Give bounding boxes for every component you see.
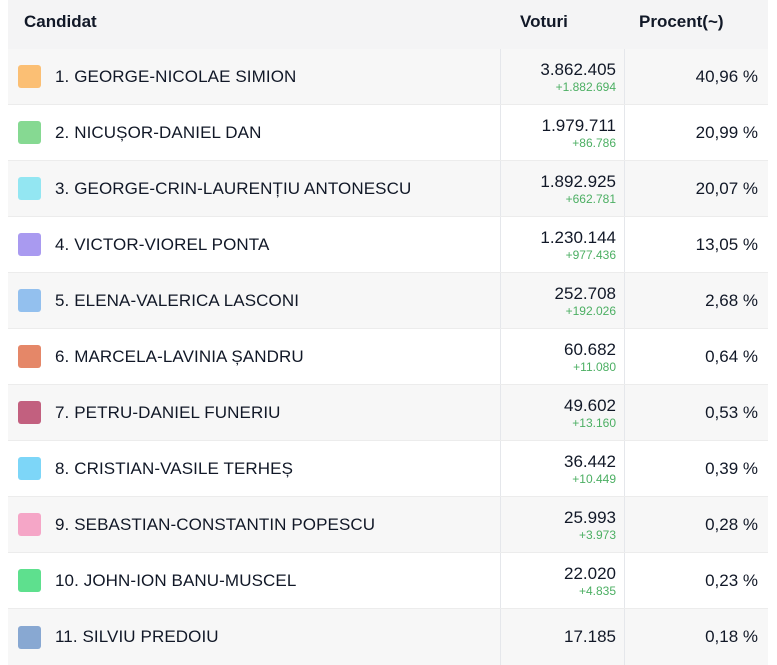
candidate-color-swatch: [18, 513, 41, 536]
votes-delta: +13.160: [572, 415, 616, 430]
candidate-color-swatch: [18, 65, 41, 88]
votes-count: 1.230.144: [540, 227, 616, 247]
votes-count: 36.442: [564, 451, 616, 471]
votes-count: 1.892.925: [540, 171, 616, 191]
votes-count: 60.682: [564, 339, 616, 359]
candidate-cell: 8. CRISTIAN-VASILE TERHEȘ: [8, 441, 501, 496]
votes-cell: 1.230.144 +977.436: [501, 217, 625, 272]
candidate-cell: 3. GEORGE-CRIN-LAURENȚIU ANTONESCU: [8, 161, 501, 216]
votes-delta: +11.080: [573, 359, 616, 374]
votes-count: 17.185: [564, 627, 616, 646]
table-row[interactable]: 3. GEORGE-CRIN-LAURENȚIU ANTONESCU 1.892…: [8, 161, 768, 217]
candidate-color-swatch: [18, 569, 41, 592]
candidate-name: 10. JOHN-ION BANU-MUSCEL: [55, 570, 297, 590]
votes-count: 49.602: [564, 395, 616, 415]
candidate-name: 3. GEORGE-CRIN-LAURENȚIU ANTONESCU: [55, 178, 412, 198]
votes-cell: 22.020 +4.835: [501, 553, 625, 608]
table-row[interactable]: 11. SILVIU PREDOIU 17.185 0,18 %: [8, 609, 768, 665]
votes-cell: 25.993 +3.973: [501, 497, 625, 552]
percent-cell: 20,99 %: [695, 122, 758, 142]
percent-cell: 40,96 %: [695, 66, 758, 86]
votes-delta: +192.026: [565, 303, 616, 318]
candidate-cell: 5. ELENA-VALERICA LASCONI: [8, 273, 501, 328]
votes-delta: +4.835: [578, 583, 616, 598]
percent-cell: 13,05 %: [695, 234, 758, 254]
percent-cell: 0,18 %: [705, 627, 758, 646]
table-row[interactable]: 2. NICUȘOR-DANIEL DAN 1.979.711 +86.786 …: [8, 105, 768, 161]
candidate-name: 4. VICTOR-VIOREL PONTA: [55, 234, 270, 254]
table-row[interactable]: 4. VICTOR-VIOREL PONTA 1.230.144 +977.43…: [8, 217, 768, 273]
table-body: 1. GEORGE-NICOLAE SIMION 3.862.405 +1.88…: [8, 49, 768, 665]
candidate-name: 8. CRISTIAN-VASILE TERHEȘ: [55, 458, 294, 478]
candidate-cell: 4. VICTOR-VIOREL PONTA: [8, 217, 501, 272]
candidate-cell: 11. SILVIU PREDOIU: [8, 609, 501, 665]
votes-cell: 1.979.711 +86.786: [501, 105, 625, 160]
candidate-color-swatch: [18, 457, 41, 480]
candidate-cell: 9. SEBASTIAN-CONSTANTIN POPESCU: [8, 497, 501, 552]
votes-count: 252.708: [554, 283, 616, 303]
votes-delta: +3.973: [578, 527, 616, 542]
candidate-color-swatch: [18, 177, 41, 200]
table-header: Candidat Voturi Procent(~): [8, 0, 768, 49]
table-row[interactable]: 8. CRISTIAN-VASILE TERHEȘ 36.442 +10.449…: [8, 441, 768, 497]
candidate-cell: 1. GEORGE-NICOLAE SIMION: [8, 49, 501, 104]
votes-cell: 60.682 +11.080: [501, 329, 625, 384]
votes-count: 22.020: [564, 563, 616, 583]
votes-cell: 36.442 +10.449: [501, 441, 625, 496]
votes-delta: +977.436: [565, 247, 616, 262]
votes-count: 3.862.405: [540, 59, 616, 79]
table-row[interactable]: 10. JOHN-ION BANU-MUSCEL 22.020 +4.835 0…: [8, 553, 768, 609]
candidate-cell: 10. JOHN-ION BANU-MUSCEL: [8, 553, 501, 608]
percent-cell: 0,64 %: [705, 346, 758, 366]
candidate-name: 11. SILVIU PREDOIU: [55, 627, 219, 646]
candidate-color-swatch: [18, 121, 41, 144]
percent-cell: 0,28 %: [705, 514, 758, 534]
table-row[interactable]: 6. MARCELA-LAVINIA ȘANDRU 60.682 +11.080…: [8, 329, 768, 385]
percent-cell: 20,07 %: [695, 178, 758, 198]
percent-cell: 0,53 %: [705, 402, 758, 422]
header-votes[interactable]: Voturi: [520, 12, 568, 31]
votes-cell: 17.185: [501, 609, 625, 665]
candidate-name: 7. PETRU-DANIEL FUNERIU: [55, 402, 281, 422]
candidate-color-swatch: [18, 401, 41, 424]
table-row[interactable]: 1. GEORGE-NICOLAE SIMION 3.862.405 +1.88…: [8, 49, 768, 105]
candidate-name: 9. SEBASTIAN-CONSTANTIN POPESCU: [55, 514, 376, 534]
header-candidate[interactable]: Candidat: [24, 12, 97, 31]
candidate-name: 2. NICUȘOR-DANIEL DAN: [55, 122, 262, 142]
votes-delta: +662.781: [565, 191, 616, 206]
candidate-cell: 7. PETRU-DANIEL FUNERIU: [8, 385, 501, 440]
candidate-color-swatch: [18, 625, 41, 649]
percent-cell: 2,68 %: [705, 290, 758, 310]
votes-count: 1.979.711: [541, 115, 616, 135]
candidate-color-swatch: [18, 289, 41, 312]
votes-delta: +86.786: [572, 135, 616, 150]
header-percent[interactable]: Procent(~): [639, 12, 724, 31]
percent-cell: 0,23 %: [705, 570, 758, 590]
percent-cell: 0,39 %: [705, 458, 758, 478]
votes-cell: 49.602 +13.160: [501, 385, 625, 440]
candidate-cell: 6. MARCELA-LAVINIA ȘANDRU: [8, 329, 501, 384]
table-row[interactable]: 5. ELENA-VALERICA LASCONI 252.708 +192.0…: [8, 273, 768, 329]
candidate-color-swatch: [18, 345, 41, 368]
table-row[interactable]: 9. SEBASTIAN-CONSTANTIN POPESCU 25.993 +…: [8, 497, 768, 553]
votes-count: 25.993: [564, 507, 616, 527]
votes-cell: 1.892.925 +662.781: [501, 161, 625, 216]
table-row[interactable]: 7. PETRU-DANIEL FUNERIU 49.602 +13.160 0…: [8, 385, 768, 441]
votes-delta: +10.449: [572, 471, 616, 486]
candidate-color-swatch: [18, 233, 41, 256]
candidate-cell: 2. NICUȘOR-DANIEL DAN: [8, 105, 501, 160]
votes-cell: 252.708 +192.026: [501, 273, 625, 328]
results-table: Candidat Voturi Procent(~) 1. GEORGE-NIC…: [8, 0, 768, 665]
candidate-name: 1. GEORGE-NICOLAE SIMION: [55, 66, 297, 86]
candidate-name: 6. MARCELA-LAVINIA ȘANDRU: [55, 346, 304, 366]
votes-cell: 3.862.405 +1.882.694: [501, 49, 625, 104]
votes-delta: +1.882.694: [555, 79, 616, 94]
candidate-name: 5. ELENA-VALERICA LASCONI: [55, 290, 300, 310]
